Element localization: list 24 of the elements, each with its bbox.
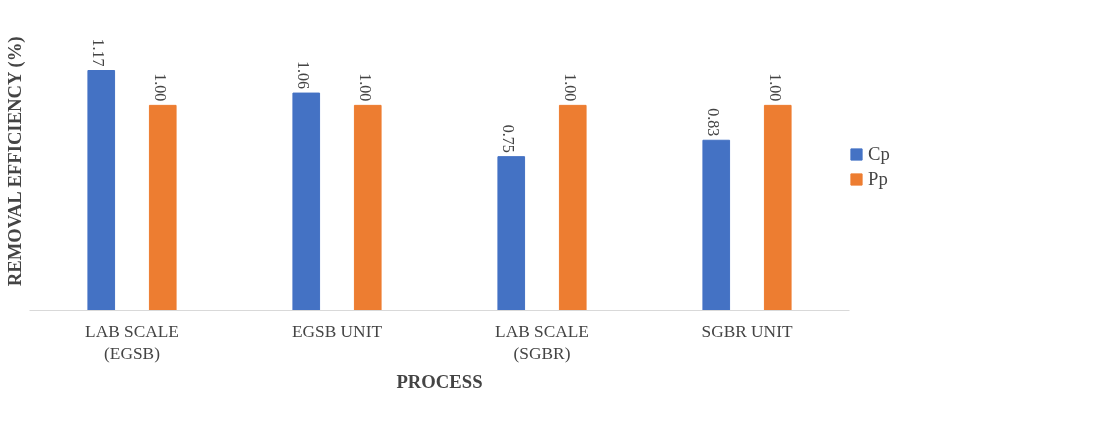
bar — [763, 104, 792, 311]
bar — [702, 139, 731, 311]
data-label: 1.06 — [295, 61, 313, 90]
y-axis-title: REMOVAL EFFICIENCY (%) — [3, 36, 26, 287]
legend-label: Pp — [868, 168, 888, 190]
bar — [148, 104, 177, 311]
x-tick-label: EGSB UNIT — [292, 321, 383, 341]
data-label: 1.00 — [151, 73, 169, 102]
data-label: 1.00 — [766, 73, 784, 102]
data-label: 0.83 — [705, 108, 723, 137]
bar — [497, 156, 526, 311]
data-label: 0.75 — [500, 124, 518, 153]
bar — [292, 92, 321, 311]
legend-label: Cp — [868, 143, 890, 165]
data-label: 1.00 — [356, 73, 374, 102]
x-axis-title: PROCESS — [396, 371, 483, 393]
bar — [87, 70, 116, 311]
data-label: 1.00 — [561, 73, 579, 102]
x-tick-label: SGBR UNIT — [701, 321, 793, 341]
bar — [353, 104, 382, 311]
x-tick-label: LAB SCALE (SGBR) — [495, 321, 589, 364]
bar — [558, 104, 587, 311]
data-label: 1.17 — [90, 38, 108, 67]
x-tick-label: LAB SCALE (EGSB) — [85, 321, 179, 364]
